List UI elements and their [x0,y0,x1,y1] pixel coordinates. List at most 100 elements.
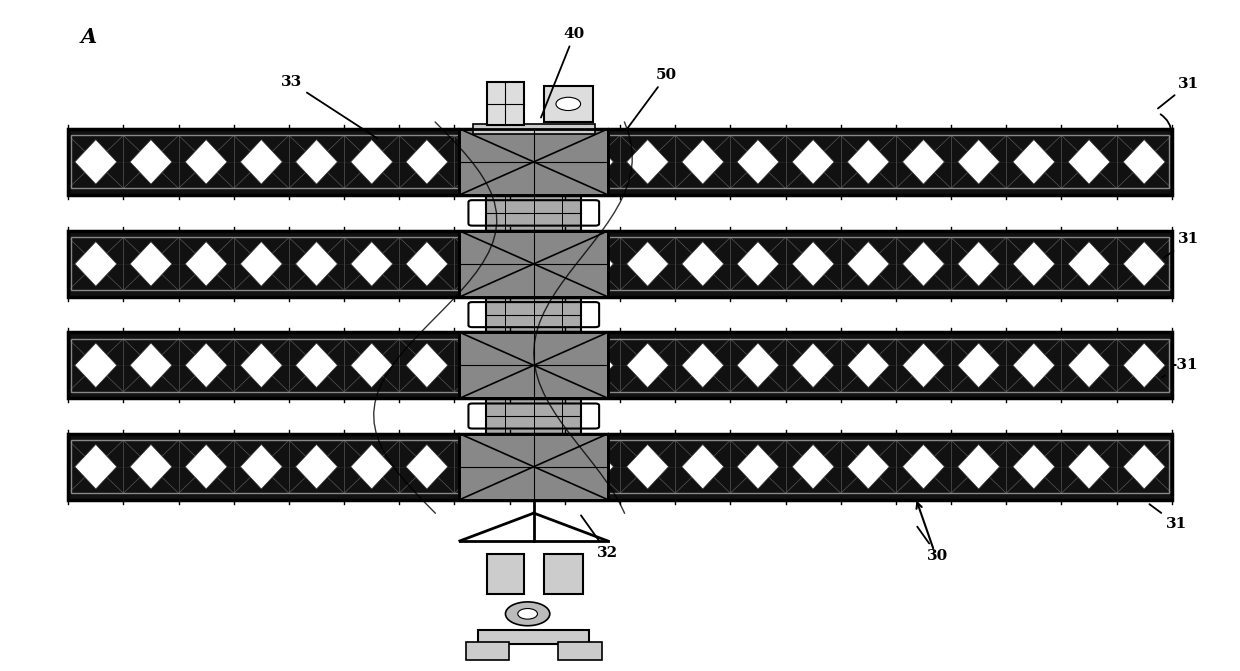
Polygon shape [405,444,448,489]
Polygon shape [1068,343,1110,388]
Polygon shape [130,444,172,489]
Polygon shape [130,242,172,287]
Bar [543,86,593,122]
Bar [487,554,525,594]
Polygon shape [626,343,668,388]
Polygon shape [1068,444,1110,489]
Polygon shape [682,444,724,489]
Polygon shape [295,343,337,388]
Bar [486,195,582,231]
Bar [459,433,609,500]
Text: -31: -31 [1162,358,1198,377]
Bar [459,332,609,399]
Polygon shape [516,343,558,388]
Bar [68,129,1172,195]
Polygon shape [461,343,503,388]
Polygon shape [1013,444,1055,489]
Circle shape [556,97,580,111]
Bar [486,399,582,433]
Text: 31: 31 [1158,76,1199,109]
Bar [487,83,525,125]
Polygon shape [957,343,999,388]
Bar [68,332,1172,399]
Bar [459,231,609,297]
Circle shape [506,602,549,626]
Bar [71,440,1169,493]
Polygon shape [682,140,724,184]
Polygon shape [792,343,835,388]
Bar [68,231,1172,297]
Polygon shape [626,140,668,184]
Bar [68,433,1172,500]
Polygon shape [405,343,448,388]
Bar [68,129,1172,195]
Polygon shape [682,242,724,287]
Polygon shape [1013,242,1055,287]
Polygon shape [626,444,668,489]
Polygon shape [682,343,724,388]
Bar [466,641,510,660]
Polygon shape [792,140,835,184]
Polygon shape [626,242,668,287]
Polygon shape [572,444,614,489]
Bar [472,124,595,134]
Polygon shape [737,444,779,489]
Polygon shape [957,444,999,489]
Polygon shape [1068,242,1110,287]
Polygon shape [903,343,945,388]
Polygon shape [461,444,503,489]
Polygon shape [351,444,393,489]
Polygon shape [351,343,393,388]
Polygon shape [241,444,283,489]
Polygon shape [185,140,227,184]
Bar [71,339,1169,392]
Bar [459,332,609,399]
Polygon shape [847,140,889,184]
Polygon shape [516,444,558,489]
Polygon shape [351,140,393,184]
Polygon shape [903,444,945,489]
Polygon shape [1123,343,1166,388]
Text: 30: 30 [918,527,949,562]
Polygon shape [516,140,558,184]
Text: 32: 32 [582,515,619,560]
Polygon shape [1013,140,1055,184]
FancyArrowPatch shape [1161,114,1172,134]
Polygon shape [1123,444,1166,489]
Bar [68,332,1172,399]
Bar [459,231,609,297]
Polygon shape [737,140,779,184]
Polygon shape [185,242,227,287]
Polygon shape [130,140,172,184]
Bar [68,433,1172,500]
Polygon shape [957,140,999,184]
Polygon shape [572,242,614,287]
Text: A: A [81,28,97,48]
Polygon shape [792,242,835,287]
Polygon shape [1123,140,1166,184]
Polygon shape [847,343,889,388]
Bar [459,433,609,500]
Text: 31: 31 [1149,504,1188,531]
Bar [71,238,1169,291]
Polygon shape [957,242,999,287]
Polygon shape [351,242,393,287]
Polygon shape [295,444,337,489]
Polygon shape [185,444,227,489]
Text: 40: 40 [541,27,585,117]
Polygon shape [737,343,779,388]
Polygon shape [572,140,614,184]
Polygon shape [1013,343,1055,388]
Polygon shape [405,242,448,287]
Polygon shape [74,343,117,388]
Bar [558,641,601,660]
Text: 31: 31 [1164,232,1199,258]
Polygon shape [295,140,337,184]
Bar [486,297,582,332]
Polygon shape [461,242,503,287]
Bar [459,129,609,195]
Polygon shape [74,242,117,287]
Bar [479,630,589,643]
Polygon shape [74,140,117,184]
Bar [543,554,583,594]
